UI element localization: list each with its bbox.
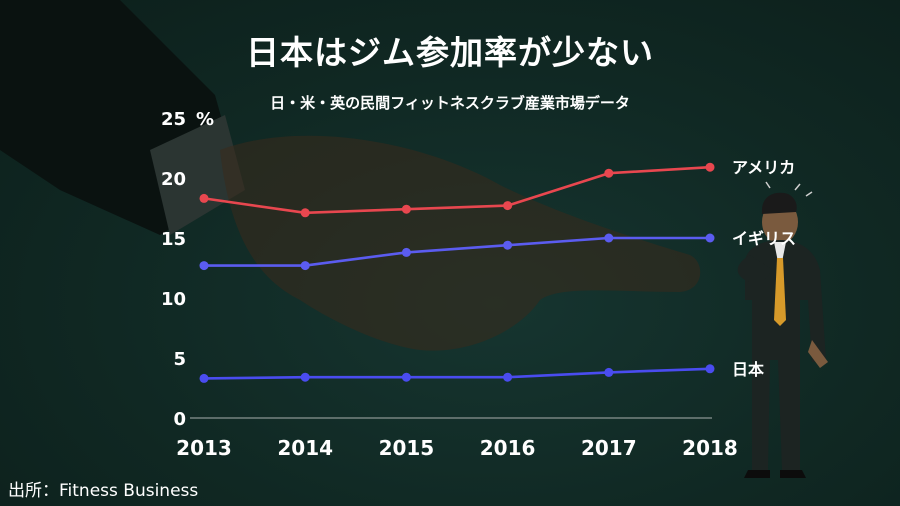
data-point	[503, 372, 513, 382]
y-unit-label: %	[196, 109, 214, 130]
pointing-hand-shadow	[220, 135, 701, 351]
chart-subtitle: 日・米・英の民間フィットネスクラブ産業市場データ	[270, 94, 630, 112]
series-label: イギリス	[732, 229, 796, 248]
data-point	[604, 233, 614, 243]
y-tick-label: 5	[173, 349, 186, 370]
page-title: 日本はジム参加率が少ない	[246, 33, 654, 72]
x-tick-label: 2014	[277, 436, 333, 460]
data-point	[199, 193, 209, 203]
y-tick-label: 15	[161, 229, 186, 250]
data-point	[401, 204, 411, 214]
y-tick-label: 10	[161, 289, 186, 310]
data-point	[604, 367, 614, 377]
data-point	[705, 233, 715, 243]
series-line	[204, 236, 710, 267]
data-point	[503, 201, 513, 211]
y-tick-label: 25	[161, 109, 186, 130]
series-label: 日本	[732, 360, 764, 379]
data-point	[300, 208, 310, 218]
pointing-arm-cuff	[150, 115, 245, 235]
series-line	[203, 367, 711, 380]
data-point	[300, 261, 310, 271]
y-tick-label: 20	[161, 169, 186, 190]
axis-layer: 0 5 10 15 20 25 % 2013 2014 2015 2016 2017 2018	[161, 109, 738, 460]
y-tick-label: 0	[173, 409, 186, 430]
x-tick-label: 2018	[682, 436, 738, 460]
data-point	[705, 162, 715, 172]
businessman-figure	[737, 181, 828, 478]
data-point	[401, 247, 411, 257]
series-label: アメリカ	[732, 158, 795, 177]
series-line	[203, 165, 711, 215]
data-point	[199, 373, 209, 383]
x-tick-label: 2016	[480, 436, 536, 460]
x-tick-label: 2015	[379, 436, 435, 460]
x-tick-label: 2017	[581, 436, 637, 460]
data-point	[705, 364, 715, 374]
data-point	[300, 372, 310, 382]
data-point	[503, 240, 513, 250]
data-point	[401, 372, 411, 382]
source-note: 出所：Fitness Business	[8, 481, 199, 501]
x-tick-label: 2013	[176, 436, 232, 460]
data-point	[199, 261, 209, 271]
data-point	[604, 168, 614, 178]
